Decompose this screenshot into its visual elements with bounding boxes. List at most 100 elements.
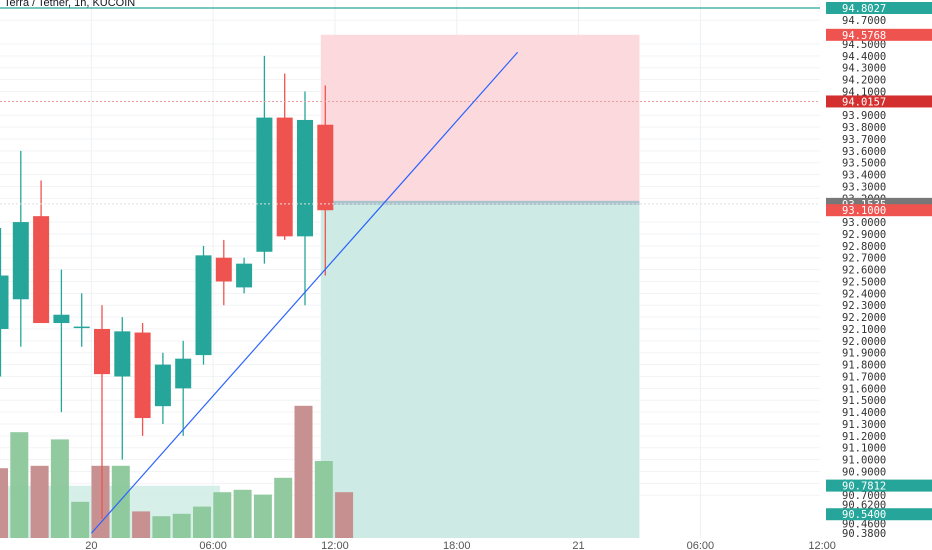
candle-body <box>114 331 131 377</box>
candle-body <box>317 124 334 211</box>
price-tick-label: 94.5000 <box>842 39 886 51</box>
price-tick-label: 93.9000 <box>842 110 886 122</box>
price-tick-label: 90.4600 <box>842 519 886 531</box>
trend-line[interactable] <box>90 51 519 534</box>
price-tick-label: 93.8000 <box>842 122 886 134</box>
price-axis-background <box>820 0 932 550</box>
time-axis[interactable]: 20 06:00 12:00 18:00 21 06:00 12:00 <box>0 538 836 550</box>
price-tick-label: 93.4000 <box>842 170 886 182</box>
price-badge-label: 90.5400 <box>842 509 886 521</box>
price-tick-label: 94.1000 <box>842 86 886 98</box>
price-tick-label: 91.4000 <box>842 407 886 419</box>
price-tick-label: 94.2000 <box>842 75 886 87</box>
price-tick-label: 92.1000 <box>842 324 886 336</box>
entry-band <box>320 200 640 205</box>
price-badge-label: 93.1000 <box>842 205 886 217</box>
volume-bar <box>193 506 211 545</box>
price-axis[interactable]: USDT94.700094.500094.400094.300094.20009… <box>820 0 932 550</box>
price-tick-label: 93.7000 <box>842 134 886 146</box>
price-tick-label: 91.9000 <box>842 348 886 360</box>
volume-bar <box>0 468 8 545</box>
volume-bar <box>233 489 252 545</box>
price-tick-label: 91.3000 <box>842 419 886 431</box>
price-badge-label: 94.5768 <box>842 30 886 42</box>
volume-bar <box>50 439 69 545</box>
candle-body <box>175 358 192 389</box>
volume-bar <box>132 511 151 545</box>
volume-bar <box>71 501 90 545</box>
take-profit-zone[interactable] <box>320 203 640 538</box>
price-badge-label: 94.0157 <box>842 96 886 108</box>
price-tick-label: 94.4000 <box>842 51 886 63</box>
position-zones[interactable] <box>0 34 640 538</box>
candle-body <box>256 117 273 252</box>
price-badge[interactable] <box>826 1 932 14</box>
price-tick-label: 91.5000 <box>842 395 886 407</box>
volume-bars <box>0 405 354 545</box>
price-tick-label: 91.1000 <box>842 443 886 455</box>
time-tick-label: 20 <box>85 540 97 550</box>
candle-body <box>297 119 313 237</box>
price-tick-label: 90.9000 <box>842 466 886 478</box>
price-tick-label: 92.3000 <box>842 300 886 312</box>
volume-bar <box>152 516 171 545</box>
candle-body <box>236 263 253 288</box>
time-axis-background <box>0 538 820 550</box>
candle-body <box>0 275 9 329</box>
volume-bar <box>172 513 191 545</box>
price-tick-label: 92.2000 <box>842 312 886 324</box>
candle-body <box>53 314 70 324</box>
volume-bar <box>314 461 333 545</box>
price-tick-label: 91.7000 <box>842 371 886 383</box>
candle-body <box>73 326 90 329</box>
price-tick-label: 90.7000 <box>842 490 886 502</box>
price-tick-label: 91.0000 <box>842 455 886 467</box>
price-tick-label: 90.3800 <box>842 528 886 540</box>
price-tick-label: 92.6000 <box>842 265 886 277</box>
candle-body <box>94 328 110 375</box>
time-tick-label: 12:00 <box>808 540 836 550</box>
price-badge[interactable] <box>826 479 932 492</box>
candle-body <box>33 216 50 324</box>
candle-body <box>12 222 29 300</box>
price-badge[interactable] <box>826 204 932 217</box>
price-tick-label: 92.5000 <box>842 276 886 288</box>
price-tick-label: 94.3000 <box>842 63 886 75</box>
time-tick-label: 18:00 <box>443 540 471 550</box>
time-tick-label: 06:00 <box>687 540 715 550</box>
volume-bar <box>294 405 313 545</box>
price-tick-label: 93.3000 <box>842 181 886 193</box>
price-badge[interactable] <box>826 508 932 521</box>
volume-bar <box>30 465 49 545</box>
drawing-lines[interactable] <box>0 7 820 534</box>
price-badge-label: 90.7812 <box>842 481 886 493</box>
price-tick-label: 92.0000 <box>842 336 886 348</box>
price-tick-label: 92.4000 <box>842 288 886 300</box>
volume-bar <box>91 465 110 545</box>
volume-bar <box>274 477 293 545</box>
candle-body <box>276 117 293 237</box>
time-tick-label: 21 <box>572 540 584 550</box>
volume-bar <box>10 432 29 545</box>
stop-loss-zone[interactable] <box>320 34 640 204</box>
candle-body <box>134 332 151 419</box>
price-tick-label: 92.9000 <box>842 229 886 241</box>
price-tick-label: 93.5000 <box>842 158 886 170</box>
price-tick-label: 91.8000 <box>842 360 886 372</box>
chart-title: Terra / Tether, 1h, KUCOIN <box>4 0 136 9</box>
price-tick-label: 93.0000 <box>842 217 886 229</box>
candle-body <box>154 364 171 407</box>
price-tick-label: 91.6000 <box>842 383 886 395</box>
candle-body <box>215 257 232 282</box>
price-tick-label: 93.6000 <box>842 146 886 158</box>
price-tick-label: 92.8000 <box>842 241 886 253</box>
price-tick-label: 92.7000 <box>842 253 886 265</box>
time-tick-label: 06:00 <box>199 540 227 550</box>
price-tick-label: 94.7000 <box>842 15 886 27</box>
volume-bar <box>335 492 354 545</box>
time-tick-label: 12:00 <box>321 540 349 550</box>
price-badge[interactable] <box>826 28 932 41</box>
volume-bar <box>111 465 130 545</box>
price-badge[interactable] <box>826 95 932 108</box>
